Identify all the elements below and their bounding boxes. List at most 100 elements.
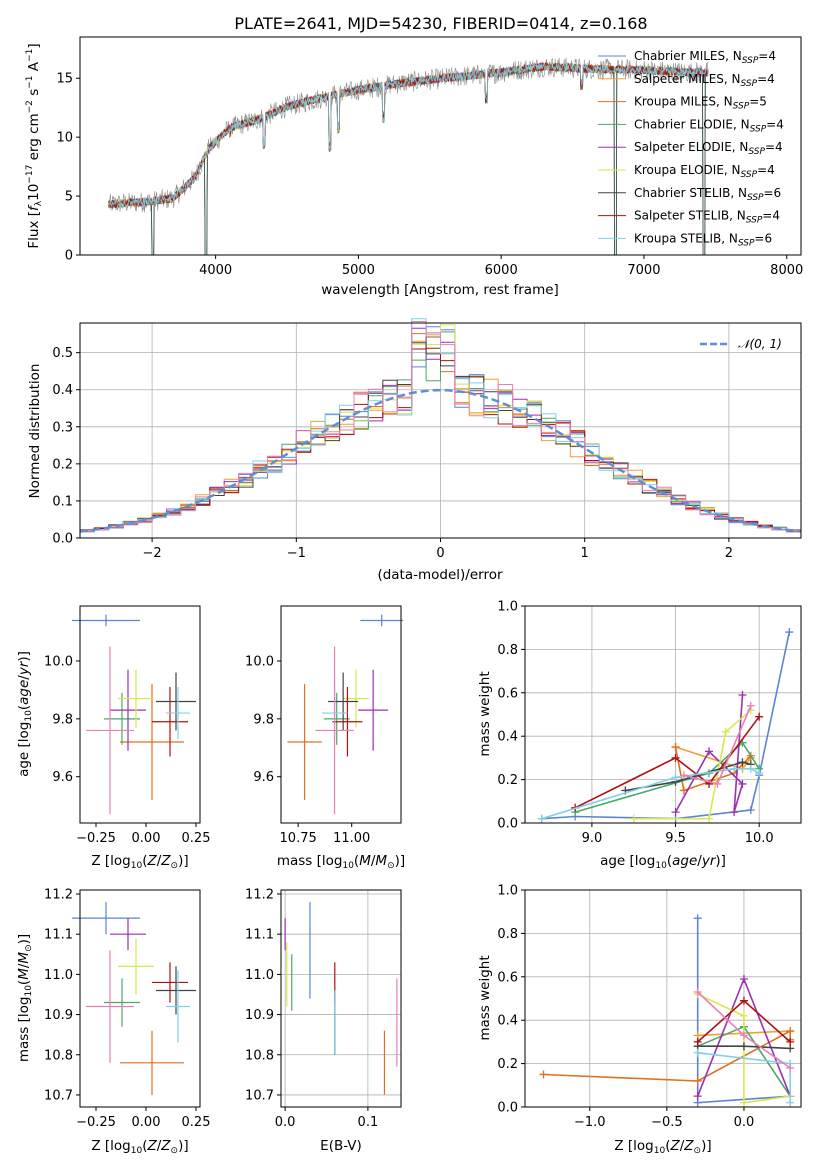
y-tick-label: 0.4 — [497, 730, 518, 745]
series-marker — [739, 1042, 748, 1051]
x-tick-label: −1 — [287, 546, 306, 561]
mE-frame — [280, 889, 402, 1108]
series-marker — [786, 1063, 795, 1072]
spectrum-xlabel: wavelength [Angstrom, rest frame] — [321, 282, 559, 298]
series-marker — [739, 1011, 748, 1020]
y-tick-label: 10.0 — [44, 654, 73, 669]
y-tick-label: 0.2 — [497, 1057, 518, 1072]
x-tick-label: 0.0 — [275, 1115, 296, 1130]
model-line — [108, 62, 709, 256]
x-tick-label: 0.00 — [132, 831, 161, 846]
series-marker — [693, 1076, 702, 1085]
model-line — [108, 62, 709, 256]
series-marker — [738, 779, 747, 788]
y-tick-label: 0.8 — [497, 927, 518, 942]
mwAge-ylabel: mass weight — [477, 671, 493, 756]
normal-curve — [79, 388, 802, 533]
spectrum-ticks: 4000 5000 6000 7000 8000 0 5 10 15 — [56, 72, 803, 278]
series-marker — [786, 1027, 795, 1036]
y-tick-label: 0.8 — [497, 643, 518, 658]
x-tick-label: 2 — [725, 546, 733, 561]
series-line — [541, 631, 791, 820]
y-tick-label: 9.8 — [52, 712, 73, 727]
series-marker — [746, 701, 755, 710]
y-tick-label: 1.0 — [497, 600, 518, 615]
legend-label: Salpeter STELIB, NSSP=4 — [634, 209, 780, 226]
series-marker — [738, 690, 747, 699]
hist-legend: 𝒩(0, 1) — [700, 337, 782, 351]
x-tick-label: 10.0 — [745, 831, 774, 846]
y-tick-label: 0.4 — [497, 1014, 518, 1029]
hist-bars — [79, 318, 802, 533]
series-marker — [537, 814, 546, 823]
legend-label: Salpeter MILES, NSSP=4 — [634, 72, 775, 89]
series-marker — [786, 1098, 795, 1107]
mwZ-frame — [524, 889, 802, 1108]
series-marker — [671, 743, 680, 752]
mwZ-ylabel: mass weight — [477, 955, 493, 1040]
model-line — [108, 61, 709, 209]
x-tick-label: −0.25 — [76, 831, 116, 846]
x-tick-label: −0.25 — [76, 1115, 116, 1130]
mass-vs-ebv-panel: 0.0 0.1 10.7 10.8 10.9 11.0 11.1 11.2 E(B-V) — [245, 888, 402, 1154]
series-marker — [693, 914, 702, 923]
x-tick-label: 0.25 — [182, 831, 211, 846]
y-tick-label: 9.6 — [52, 770, 73, 785]
y-tick-label: 0 — [65, 249, 73, 264]
y-tick-label: 11.2 — [44, 888, 73, 903]
series-marker — [671, 753, 680, 762]
x-tick-label: 11.00 — [333, 831, 370, 846]
legend-label: Kroupa ELODIE, NSSP=4 — [634, 163, 775, 180]
hist-step-line — [80, 347, 801, 533]
x-tick-label: 0.00 — [132, 1115, 161, 1130]
figure-title: PLATE=2641, MJD=54230, FIBERID=0414, z=0… — [234, 14, 647, 33]
x-tick-label: 9.0 — [582, 831, 603, 846]
y-tick-label: 10.9 — [245, 1008, 274, 1023]
y-tick-label: 0.1 — [52, 494, 73, 509]
x-tick-label: 0.1 — [358, 1115, 379, 1130]
x-tick-label: 9.5 — [665, 831, 686, 846]
ageZ-xlabel: Z [log10(Z/Z⊙)] — [91, 853, 188, 871]
series-marker — [739, 1098, 748, 1107]
mZ-frame — [79, 889, 201, 1108]
model-line — [108, 62, 709, 208]
x-tick-label: 7000 — [627, 263, 660, 278]
mwAge-xlabel: age [log10(age/yr)] — [600, 853, 726, 871]
y-tick-label: 10.0 — [245, 654, 274, 669]
y-tick-label: 9.6 — [253, 770, 274, 785]
y-tick-label: 10.7 — [44, 1088, 73, 1103]
mZ-ylabel: mass [log10(M/M⊙)] — [16, 934, 34, 1062]
series-marker — [755, 712, 764, 721]
mass-vs-z-panel: −0.25 0.00 0.25 10.7 10.8 10.9 11.0 11.1 11.2 Z … — [16, 888, 210, 1156]
series-marker — [739, 996, 748, 1005]
x-tick-label: −1.0 — [574, 1115, 606, 1130]
series-line — [633, 709, 752, 820]
legend-label: 𝒩(0, 1) — [738, 337, 782, 351]
y-tick-label: 0.6 — [497, 970, 518, 985]
spectrum-ylabel: Flux [fλ10−17 erg cm−2 s−1 A−1] — [25, 43, 44, 248]
y-tick-label: 5 — [65, 190, 73, 205]
y-tick-label: 0.2 — [52, 457, 73, 472]
y-tick-label: 0.0 — [52, 532, 73, 547]
ageZ-frame — [79, 605, 201, 824]
x-tick-label: 10.75 — [280, 831, 317, 846]
x-tick-label: 5000 — [342, 263, 375, 278]
legend-label: Chabrier STELIB, NSSP=6 — [634, 186, 781, 203]
x-tick-label: 0.0 — [734, 1115, 755, 1130]
y-tick-label: 11.0 — [245, 968, 274, 983]
series-marker — [629, 814, 638, 823]
spectrum-lines — [108, 57, 709, 256]
series-line — [675, 746, 752, 770]
x-tick-label: −0.5 — [651, 1115, 683, 1130]
age-vs-z-panel: −0.25 0.00 0.259.69.810.0 Z [log10(Z/Z⊙)] … — [16, 605, 211, 871]
y-tick-label: 0.0 — [497, 817, 518, 832]
series-marker — [705, 747, 713, 756]
series-marker — [713, 779, 722, 788]
y-tick-label: 10.7 — [245, 1088, 274, 1103]
series-marker — [786, 1037, 795, 1046]
series-marker — [739, 1031, 748, 1040]
series-marker — [693, 1048, 702, 1057]
y-tick-label: 0.2 — [497, 773, 518, 788]
mwAge-frame — [524, 605, 802, 824]
